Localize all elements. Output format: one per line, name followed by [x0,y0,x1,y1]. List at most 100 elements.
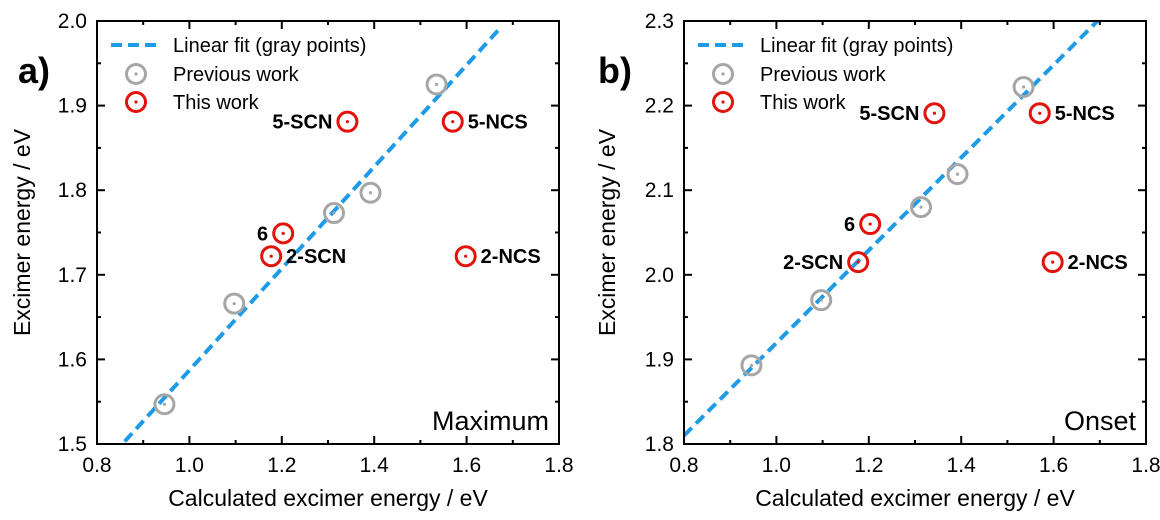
y-tick-label: 2.0 [645,264,674,287]
y-axis-title: Excimer energy / eV [9,128,35,336]
previous-work-point [740,354,763,377]
y-tick-label: 2.2 [645,95,674,118]
this-work-point-dot [856,260,860,264]
x-tick-label: 1.4 [947,454,977,477]
x-axis-title: Calculated excimer energy / eV [168,485,488,511]
legend-previous-marker-dot [134,72,138,76]
corner-label: Onset [1064,406,1137,436]
legend-this-work-marker-dot [134,100,138,104]
this-work-point-dot [269,254,273,258]
y-tick-label: 1.9 [645,348,674,371]
x-tick-label: 1.0 [175,454,204,477]
this-work-point-dot [1038,111,1042,115]
previous-work-point [223,292,246,315]
this-work-point [336,110,359,133]
y-tick-label: 1.8 [645,433,674,456]
previous-work-point-dot [749,363,754,367]
x-tick-label: 1.0 [762,454,791,477]
legend-this-work-marker [712,91,734,113]
x-tick-label: 0.8 [82,454,111,477]
y-axis-title: Excimer energy / eV [594,128,620,336]
this-work-point [260,245,283,268]
x-tick-label: 0.8 [669,454,698,477]
point-label-2-scn: 2-SCN [783,252,843,274]
this-work-point [1041,251,1064,274]
point-label-2-ncs: 2-NCS [481,246,541,268]
previous-work-point [910,196,933,219]
y-tick-label: 2.0 [58,10,87,33]
point-label-5-ncs: 5-NCS [468,112,528,134]
legend-this-work-marker-dot [721,100,725,104]
this-work-point [859,213,882,236]
this-work-point [272,222,295,245]
this-work-point [454,245,477,268]
this-work-point [923,102,946,125]
legend-previous-label: Previous work [760,64,887,86]
y-tick-label: 1.5 [58,433,87,456]
this-work-point [1028,102,1051,125]
this-work-point-dot [1051,260,1055,264]
previous-work-point-dot [232,301,236,306]
legend-this-work-label: This work [760,92,847,114]
legend-this-work-label: This work [173,92,260,114]
x-tick-label: 1.8 [1131,454,1160,477]
this-work-point [441,110,464,133]
panel-letter: a) [18,50,50,91]
this-work-point-dot [868,222,872,226]
legend-previous-marker-dot [721,72,725,76]
fit-line [684,21,1099,437]
legend-fit-label: Linear fit (gray points) [173,35,366,57]
y-tick-label: 2.1 [645,179,674,202]
this-work-point-dot [464,254,468,258]
legend-previous-label: Previous work [173,64,300,86]
point-label-5-ncs: 5-NCS [1055,103,1115,125]
plot-frame [96,20,560,445]
chart-panel-b: 0.8 1.0 1.2 1.4 1.6 1.8 1.8 1.9 2.0 2.1 2.2 2.3 Calc… [594,10,1160,511]
chart-panel-a: 0.8 1.0 1.2 1.4 1.6 1.8 1.5 1.6 1.7 1.8 1.9 2.0 Calc… [9,10,574,511]
point-label-6: 6 [844,214,855,236]
x-tick-label: 1.2 [267,454,296,477]
legend-this-work-marker [125,91,147,113]
previous-work-point [810,289,833,312]
y-tick-label: 1.7 [58,264,87,287]
x-tick-label: 1.6 [1039,454,1068,477]
previous-work-point-dot [332,211,336,215]
panel-letter: b) [598,50,632,91]
corner-label: Maximum [432,406,549,436]
y-tick-label: 2.3 [645,10,674,33]
x-tick-label: 1.4 [360,454,390,477]
this-work-point-dot [932,111,937,115]
point-label-5-scn: 5-SCN [859,103,919,125]
x-tick-label: 1.6 [452,454,481,477]
this-work-point-dot [451,120,455,124]
x-axis-title: Calculated excimer energy / eV [755,485,1075,511]
legend-previous-marker [125,63,147,85]
previous-work-point-dot [368,191,373,195]
point-label-6: 6 [257,223,268,245]
x-tick-label: 1.8 [544,454,573,477]
previous-work-point-dot [162,402,167,406]
previous-work-point-dot [919,205,923,209]
previous-work-point-dot [819,298,823,302]
fit-line [123,25,503,443]
previous-work-point-dot [955,172,960,176]
legend-fit-label: Linear fit (gray points) [760,35,953,57]
previous-work-point [1012,75,1035,98]
this-work-point-dot [345,120,350,124]
legend-previous-marker [712,63,734,85]
point-label-2-scn: 2-SCN [286,246,346,268]
previous-work-point-dot [434,82,439,87]
previous-work-point [425,73,448,96]
y-tick-label: 1.6 [58,348,87,371]
previous-work-point [323,202,346,225]
this-work-point [847,251,870,274]
previous-work-point [359,181,382,204]
previous-work-point-dot [1021,85,1026,89]
y-tick-label: 1.8 [58,179,87,202]
this-work-point-dot [281,231,285,235]
previous-work-point [153,393,176,416]
plot-frame [683,20,1147,445]
point-label-5-scn: 5-SCN [272,112,332,134]
